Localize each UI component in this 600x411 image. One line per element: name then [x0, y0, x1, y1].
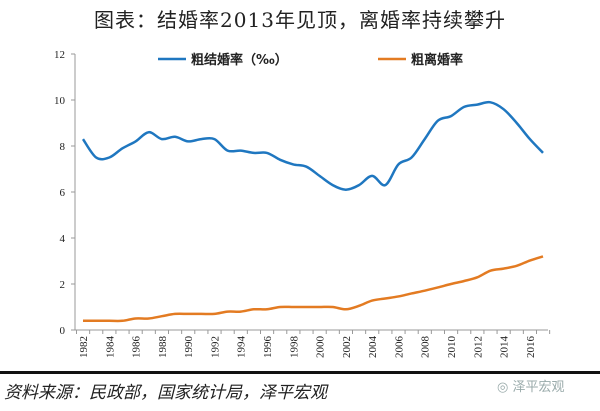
y-tick-label: 8	[60, 141, 66, 153]
x-tick-label: 1982	[78, 336, 90, 358]
series-line-1	[81, 100, 544, 191]
x-tick-label: 1986	[131, 336, 143, 359]
x-tick-label: 2010	[446, 336, 458, 359]
x-tick-label: 2006	[393, 336, 405, 359]
x-tick-label: 2012	[472, 336, 484, 358]
x-tick-label: 1984	[104, 336, 116, 359]
legend-label-1: 粗结婚率（‰）	[191, 52, 288, 68]
y-tick-label: 2	[60, 279, 66, 291]
x-tick-label: 2016	[525, 336, 537, 359]
series-line-2	[83, 255, 544, 323]
chart-title: 图表：结婚率2013年见顶，离婚率持续攀升	[94, 8, 506, 32]
x-tick-label: 2000	[315, 336, 327, 359]
watermark-text: 泽平宏观	[512, 380, 565, 395]
legend-label-2: 粗离婚率	[411, 52, 463, 68]
x-tick-label: 1990	[183, 336, 195, 359]
x-tick-label: 1988	[157, 336, 169, 359]
x-tick-label: 2014	[499, 336, 511, 359]
wechat-icon: ◎	[497, 380, 513, 395]
x-tick-label: 2004	[367, 336, 379, 359]
x-tick-label: 1998	[288, 336, 300, 359]
line-chart: 0 2 4 6 8 10 12 1982 1984 1986 1988 1990 1992 1994 199…	[54, 49, 551, 359]
y-tick-label: 6	[60, 187, 66, 199]
x-tick-label: 2002	[341, 336, 353, 358]
source-note: 资料来源：民政部，国家统计局，泽平宏观	[4, 383, 327, 403]
y-tick-label: 12	[54, 49, 65, 61]
x-tick-label: 2008	[420, 336, 432, 359]
x-tick-label: 1994	[236, 336, 248, 359]
watermark: ◎ 泽平宏观	[497, 376, 565, 395]
x-tick-label: 1992	[209, 336, 221, 358]
y-tick-label: 4	[60, 233, 66, 245]
y-tick-label: 0	[60, 325, 66, 337]
divider	[0, 371, 600, 374]
x-tick-label: 1996	[262, 336, 274, 359]
y-tick-label: 10	[54, 95, 66, 107]
